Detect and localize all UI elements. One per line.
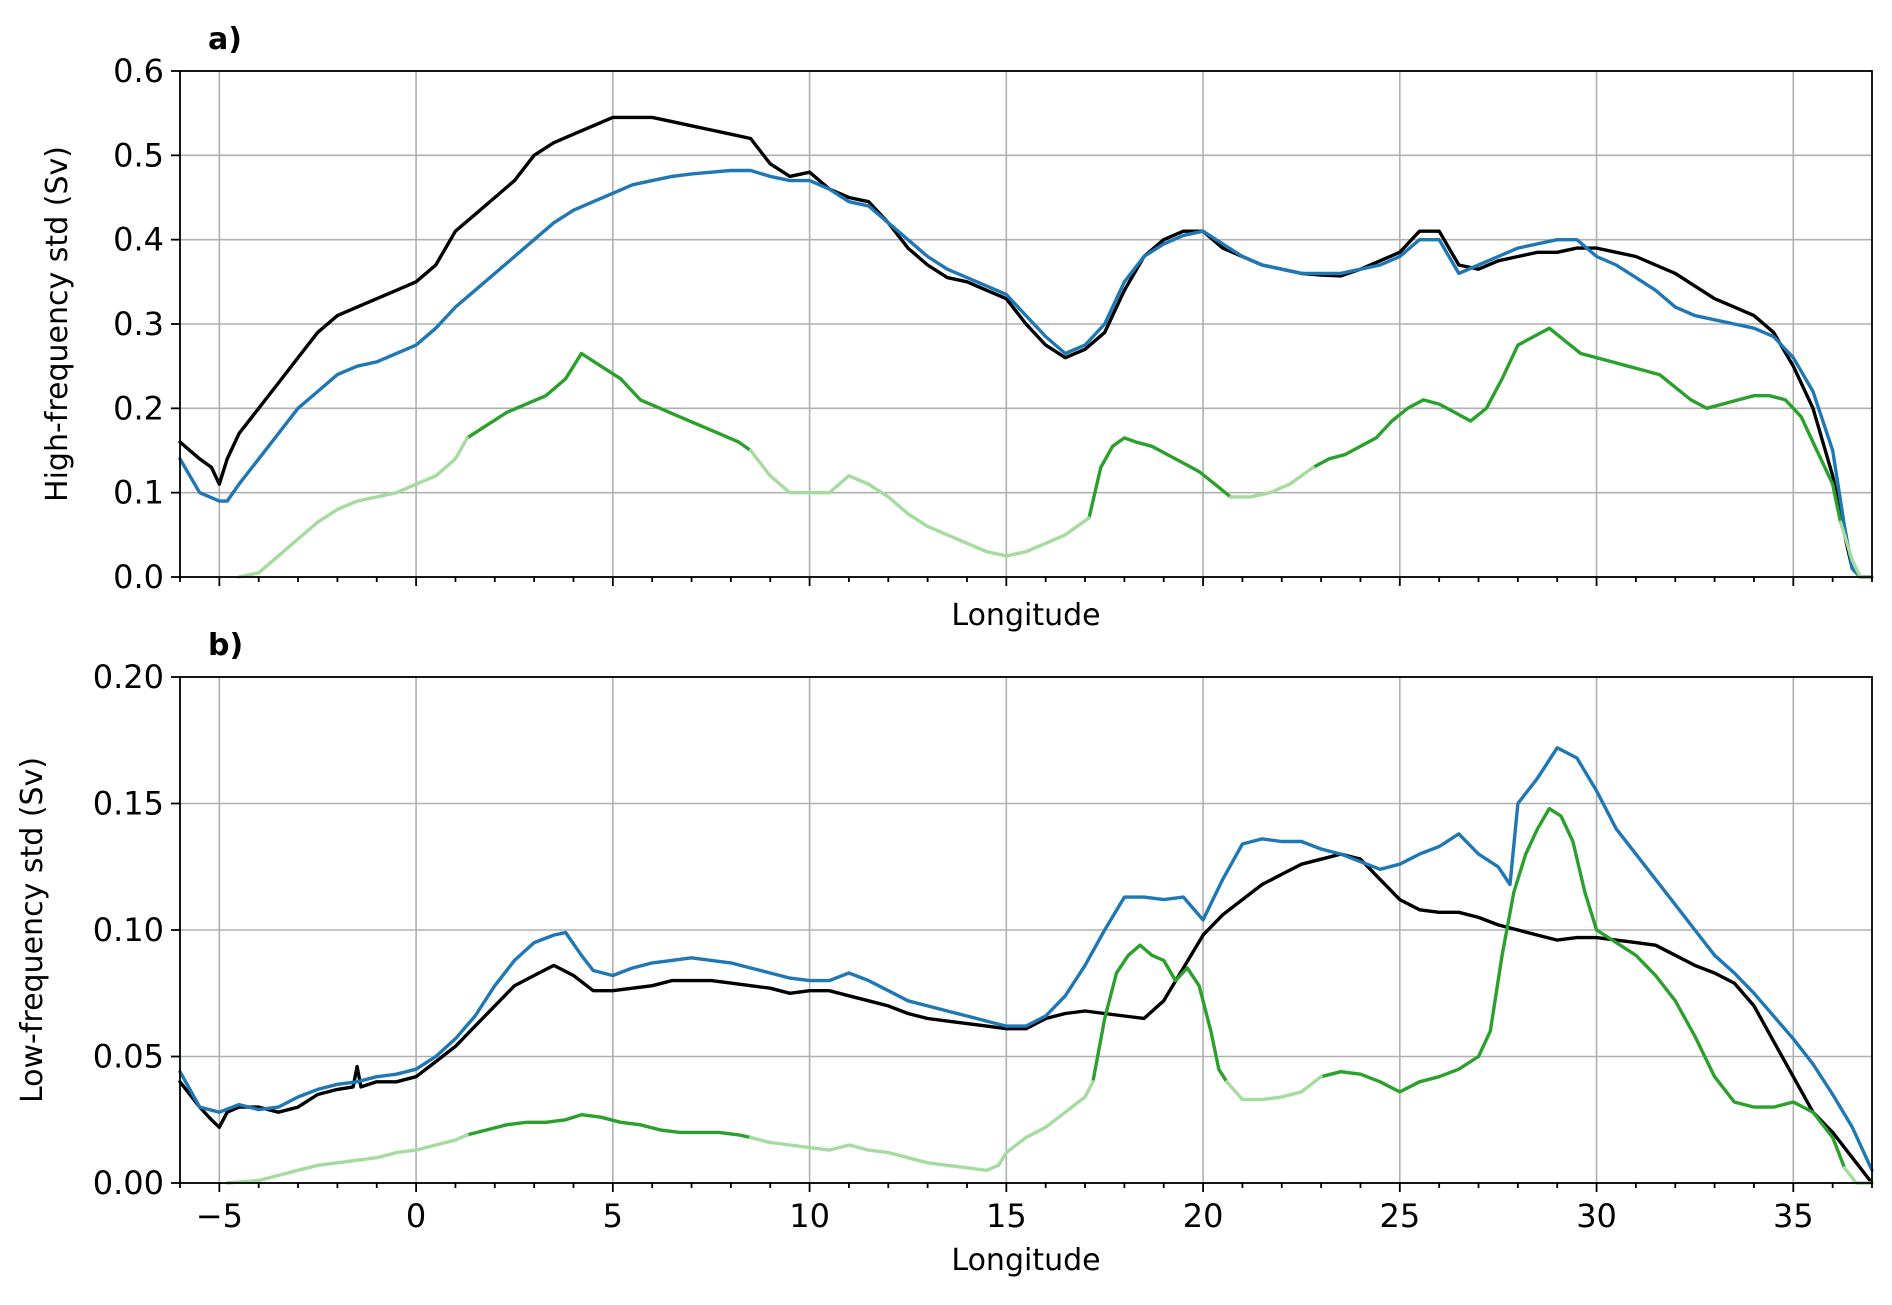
x-axis-label: Longitude: [951, 598, 1100, 633]
series-line-1: [178, 746, 1874, 1173]
series-line-6: [748, 448, 1091, 558]
series-line-2: [465, 351, 753, 453]
series-line-7: [1224, 1074, 1323, 1102]
series-line-2: [465, 1112, 753, 1140]
series-line-3: [1091, 943, 1229, 1084]
x-tick-label: 15: [986, 1197, 1027, 1235]
y-tick-label: 0.10: [93, 911, 164, 949]
panel-label: a): [208, 22, 242, 57]
y-axis-label: High-frequency std (Sv): [40, 146, 75, 502]
series-line-0: [178, 852, 1874, 1185]
series-line-0: [178, 115, 1874, 579]
y-tick-label: 0.20: [93, 658, 164, 696]
x-tick-label: 20: [1183, 1197, 1224, 1235]
series-line-5: [225, 1133, 469, 1185]
y-tick-label: 0.5: [113, 136, 164, 174]
panel-label: b): [208, 628, 243, 663]
x-tick-label: 35: [1773, 1197, 1814, 1235]
y-tick-label: 0.3: [113, 305, 164, 343]
series-group: [178, 746, 1874, 1185]
series-line-6: [748, 1080, 1095, 1173]
x-tick-label: 25: [1379, 1197, 1420, 1235]
series-group: [178, 115, 1874, 579]
series-line-4: [1311, 326, 1843, 524]
series-line-4: [1319, 806, 1847, 1170]
y-tick-label: 0.1: [113, 474, 164, 512]
x-axis-label: Longitude: [951, 1243, 1100, 1278]
y-tick-label: 0.0: [113, 558, 164, 596]
series-line-3: [1087, 436, 1233, 520]
x-tick-label: 5: [603, 1197, 623, 1235]
panel-b: −5 0 5 10 15 20 25 30 35 0.00 0.05 0.10 0.15 0.20 Long…: [15, 628, 1874, 1278]
x-tick-label: 10: [789, 1197, 830, 1235]
x-tick-label: 30: [1576, 1197, 1617, 1235]
y-tick-label: 0.05: [93, 1038, 164, 1076]
grid: [180, 676, 1872, 1184]
y-tick-label: 0.15: [93, 785, 164, 823]
series-line-7: [1228, 465, 1315, 499]
y-tick-label: 0.00: [93, 1164, 164, 1202]
panel-a: 0.0 0.1 0.2 0.3 0.4 0.5 0.6 Longitude High-frequ…: [40, 22, 1874, 633]
y-axis-label: Low-frequency std (Sv): [15, 757, 50, 1103]
y-tick-label: 0.4: [113, 221, 164, 259]
series-line-5: [237, 436, 469, 579]
y-tick-label: 0.6: [113, 52, 164, 90]
x-tick-label: −5: [196, 1197, 243, 1235]
x-tick-label: 0: [406, 1197, 426, 1235]
y-tick-label: 0.2: [113, 389, 164, 427]
series-line-1: [178, 168, 1874, 579]
